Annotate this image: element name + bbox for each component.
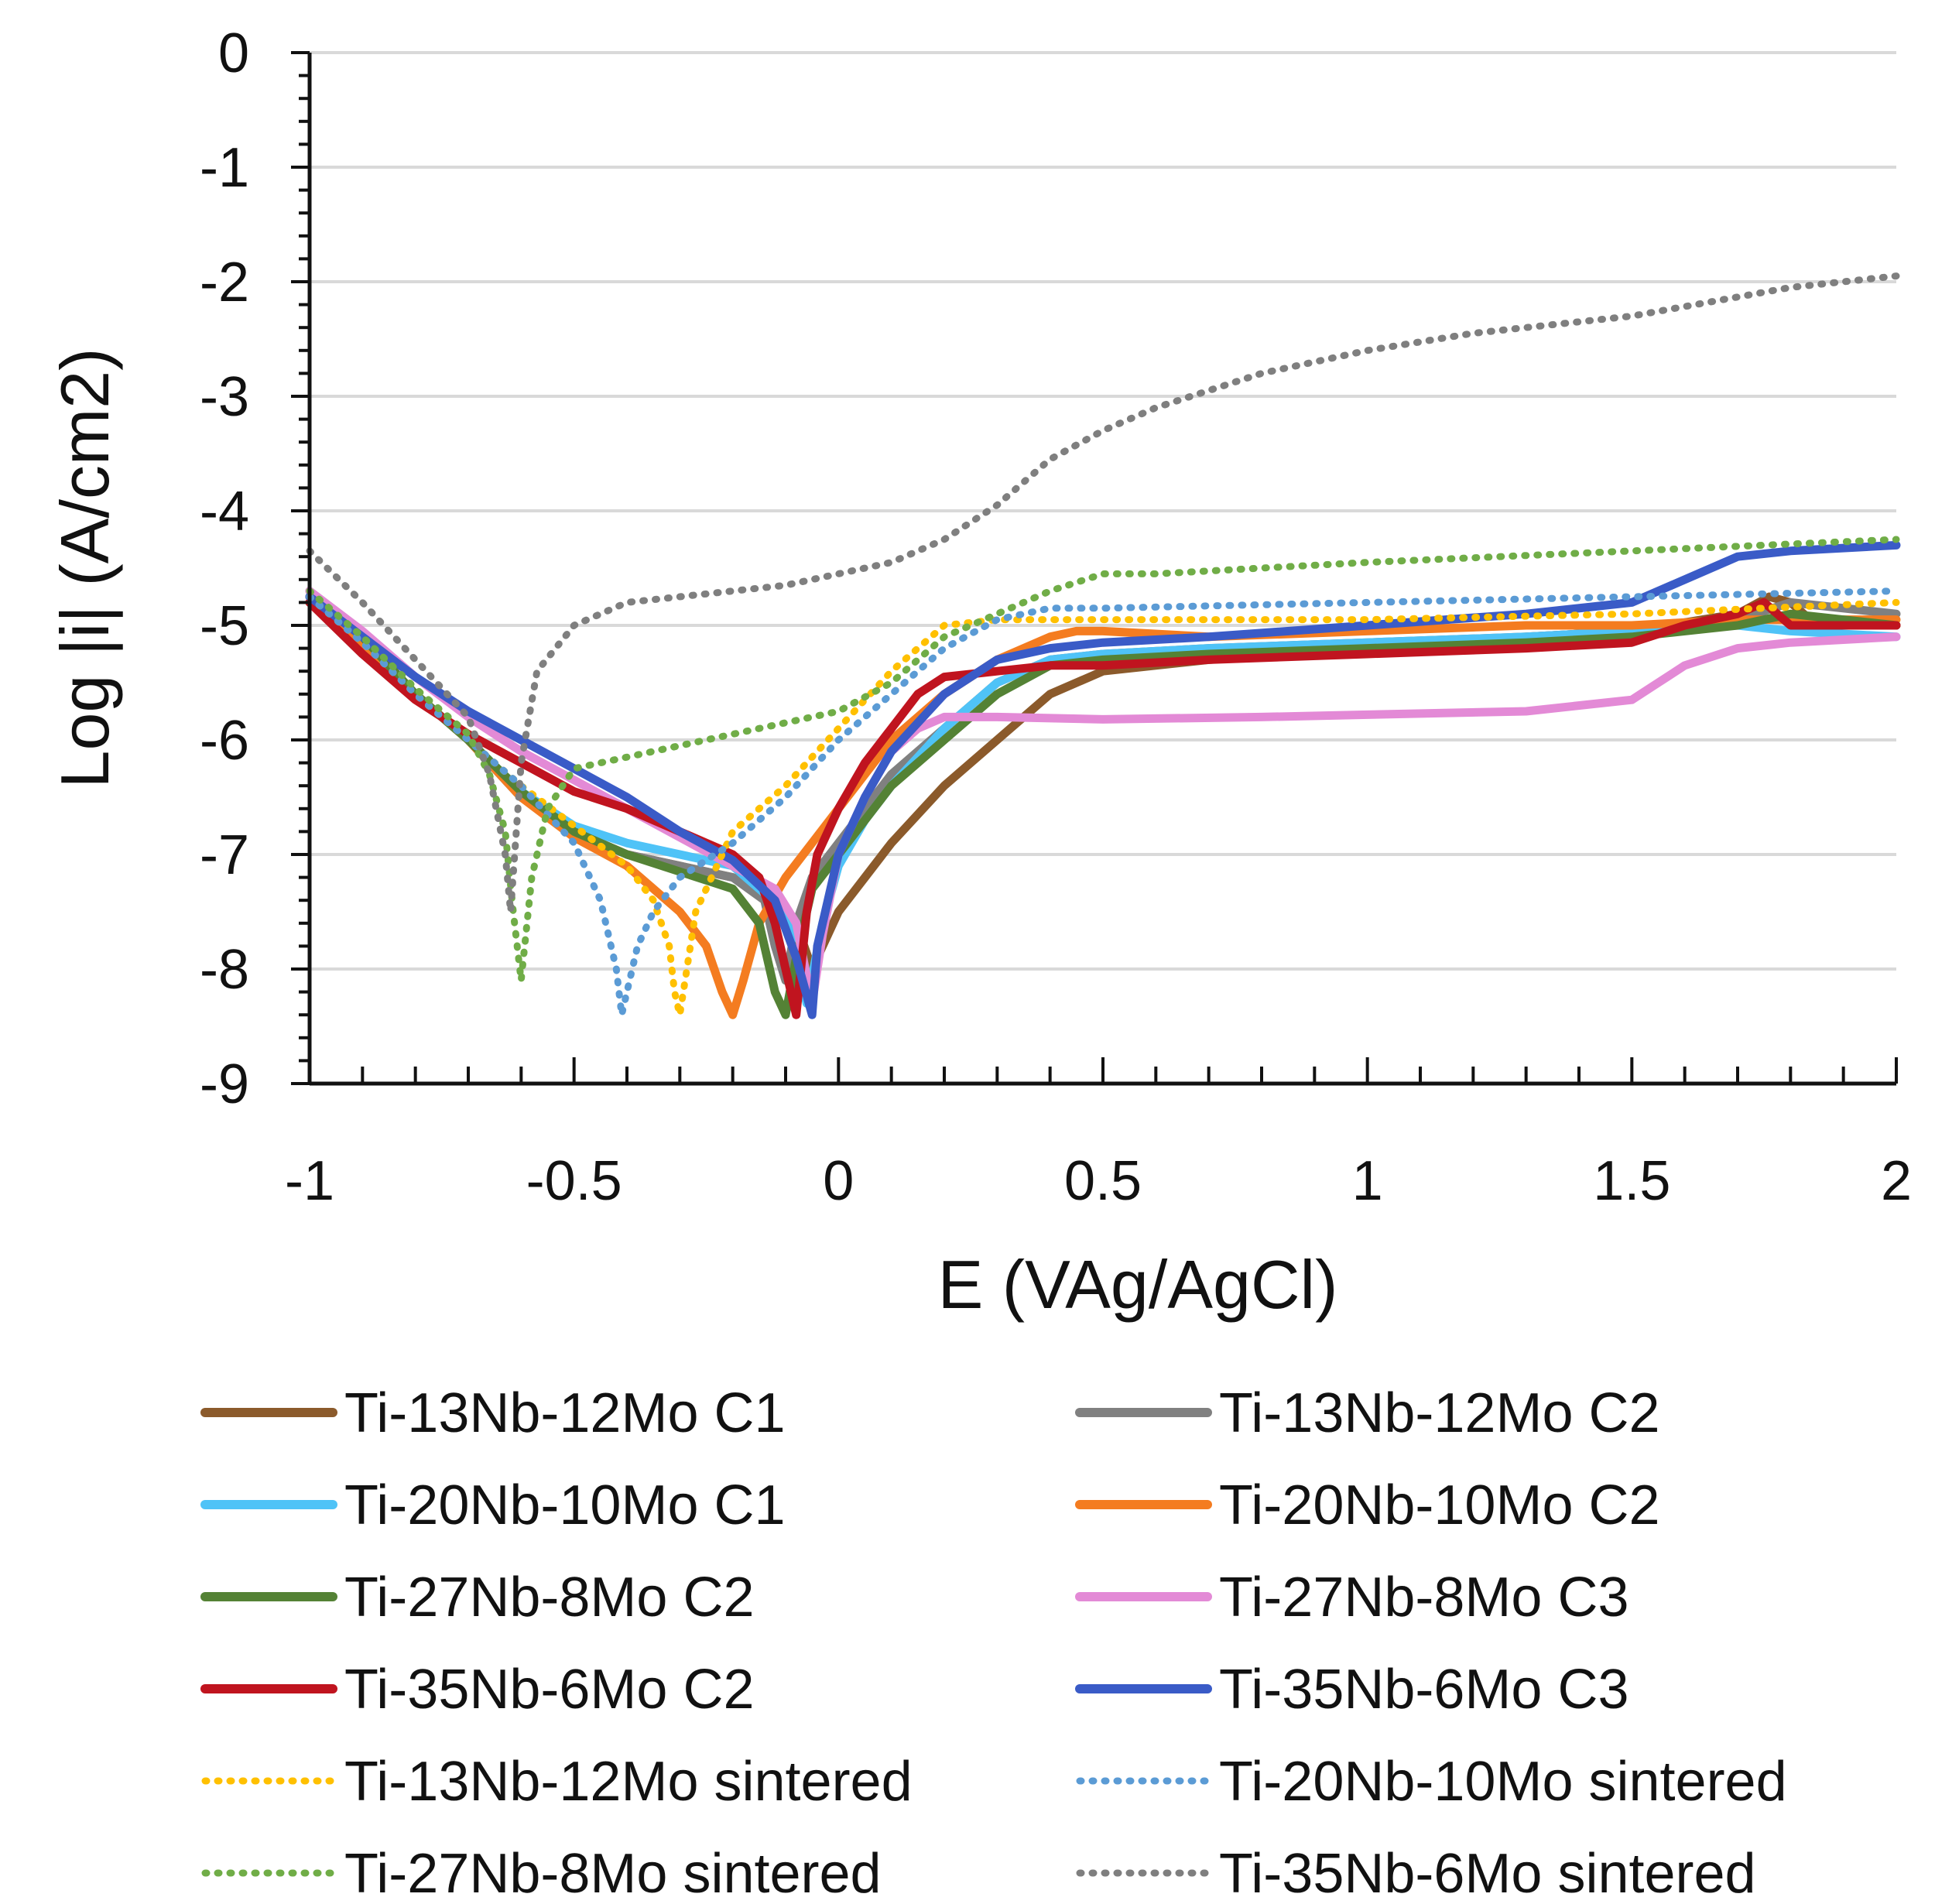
x-axis-title: E (VAg/AgCl) [938,1246,1338,1323]
tick-marks [291,51,1898,1085]
x-tick-label: 0.5 [1064,1150,1142,1212]
y-tick-label: 0 [218,22,249,84]
legend-label: Ti-20Nb-10Mo sintered [1219,1751,1787,1813]
legend-label: Ti-20Nb-10Mo C2 [1219,1474,1660,1536]
series-line [306,587,1900,1019]
y-tick-label: -3 [200,366,249,428]
legend-label: Ti-13Nb-12Mo sintered [344,1751,913,1813]
axes [307,53,1896,1086]
legend-label: Ti-13Nb-12Mo C1 [344,1382,786,1444]
x-tick-label: -1 [285,1150,334,1212]
legend-label: Ti-35Nb-6Mo C3 [1219,1659,1629,1721]
y-tick-label: -8 [200,939,249,1001]
x-tick-label: 0 [823,1150,854,1212]
x-tick-label: 1.5 [1593,1150,1670,1212]
y-tick-label: -1 [200,137,249,199]
series-line [305,598,1901,1019]
legend-label: Ti-35Nb-6Mo C2 [344,1659,755,1721]
y-tick-label: -2 [200,252,249,313]
legend-label: Ti-35Nb-6Mo sintered [1219,1843,1756,1904]
series-line [306,272,1900,916]
gridlines [310,51,1896,971]
x-tick-label: -0.5 [526,1150,622,1212]
legend-label: Ti-27Nb-8Mo C2 [344,1567,755,1628]
y-tick-label: -6 [200,710,249,772]
legend-label: Ti-27Nb-8Mo C3 [1219,1567,1629,1628]
y-tick-label: -5 [200,595,249,657]
series-line [305,540,1901,1019]
legend-label: Ti-13Nb-12Mo C2 [1219,1382,1660,1444]
y-tick-label: -9 [200,1053,249,1115]
y-axis-title: Log |i| (A/cm2) [46,348,123,789]
x-tick-label: 2 [1881,1150,1912,1212]
y-tick-label: -4 [200,481,249,543]
series-lines [305,272,1901,1019]
series-line [305,598,1901,1019]
x-tick-label: 1 [1352,1150,1383,1212]
legend-label: Ti-27Nb-8Mo sintered [344,1843,882,1904]
legend: Ti-13Nb-12Mo C1 Ti-13Nb-12Mo C2 Ti-20Nb-10… [200,1382,1787,1904]
y-tick-label: -7 [200,824,249,886]
legend-label: Ti-20Nb-10Mo C1 [344,1474,786,1536]
tick-labels: 0 -1 -2 -3 -4 -5 -6 -7 -8 -9 -1 -0.5 0 0.5 1 1.5 2 [200,22,1912,1212]
